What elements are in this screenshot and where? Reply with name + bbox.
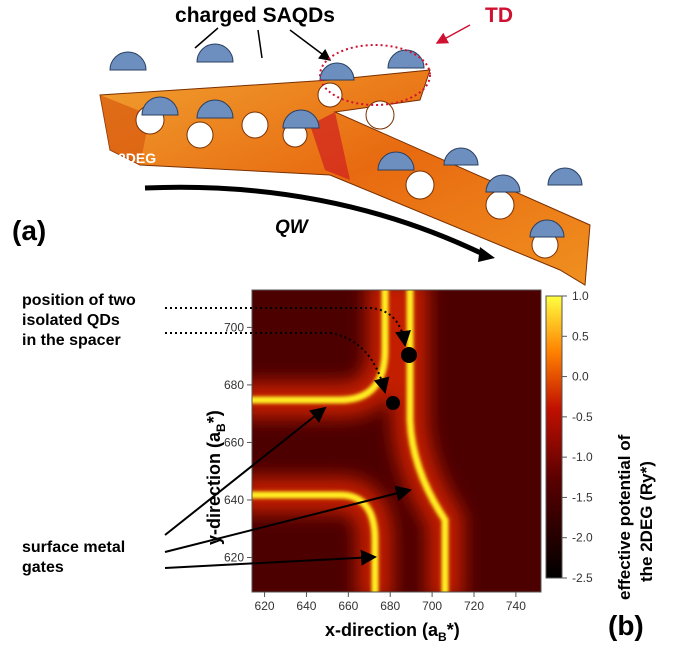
x-tick-label: 720: [464, 599, 484, 613]
slab-illustration: [100, 25, 590, 285]
x-tick-label: 680: [380, 599, 400, 613]
x-tick-label: 620: [255, 599, 275, 613]
qd-note: in the spacer: [22, 332, 121, 349]
colorbar-tick-label: -1.5: [572, 490, 593, 504]
colorbar-tick-label: -0.5: [572, 410, 593, 424]
td-label: TD: [485, 4, 513, 27]
colorbar-tick-label: -2.5: [572, 571, 593, 585]
figure: charged SAQDs TD 2DEG QW (a) x-direction…: [0, 0, 674, 643]
colorbar-tick-label: 1.0: [572, 289, 589, 303]
x-axis-label: x-direction (aB*): [325, 620, 460, 643]
x-tick-label: 640: [296, 599, 316, 613]
colorbar-tick-label: 0.0: [572, 370, 589, 384]
saqd-label: charged SAQDs: [175, 4, 335, 27]
colorbar-label: effective potential of: [615, 434, 634, 600]
panel-label: (b): [608, 610, 644, 641]
qd-note: isolated QDs: [22, 312, 120, 329]
colorbar: [546, 296, 562, 578]
gates-note: gates: [22, 559, 64, 576]
y-tick-label: 680: [224, 378, 244, 392]
colorbar-label: the 2DEG (Ry*): [637, 461, 656, 582]
x-tick-label: 740: [506, 599, 526, 613]
y-tick-label: 620: [224, 550, 244, 564]
x-tick-label: 700: [422, 599, 442, 613]
qw-label: QW: [275, 217, 310, 238]
y-tick-label: 700: [224, 320, 244, 334]
x-tick-label: 660: [338, 599, 358, 613]
qd-note: position of two: [22, 292, 136, 309]
y-tick-label: 660: [224, 435, 244, 449]
y-axis-label: y-direction (aB*): [204, 410, 228, 545]
colorbar-tick-label: -2.0: [572, 531, 593, 545]
panel-label: (a): [12, 215, 46, 246]
colorbar-tick-label: -1.0: [572, 450, 593, 464]
y-tick-label: 640: [224, 493, 244, 507]
gates-note: surface metal: [22, 539, 125, 556]
deg-label: 2DEG: [118, 150, 156, 166]
colorbar-tick-label: 0.5: [572, 329, 589, 343]
